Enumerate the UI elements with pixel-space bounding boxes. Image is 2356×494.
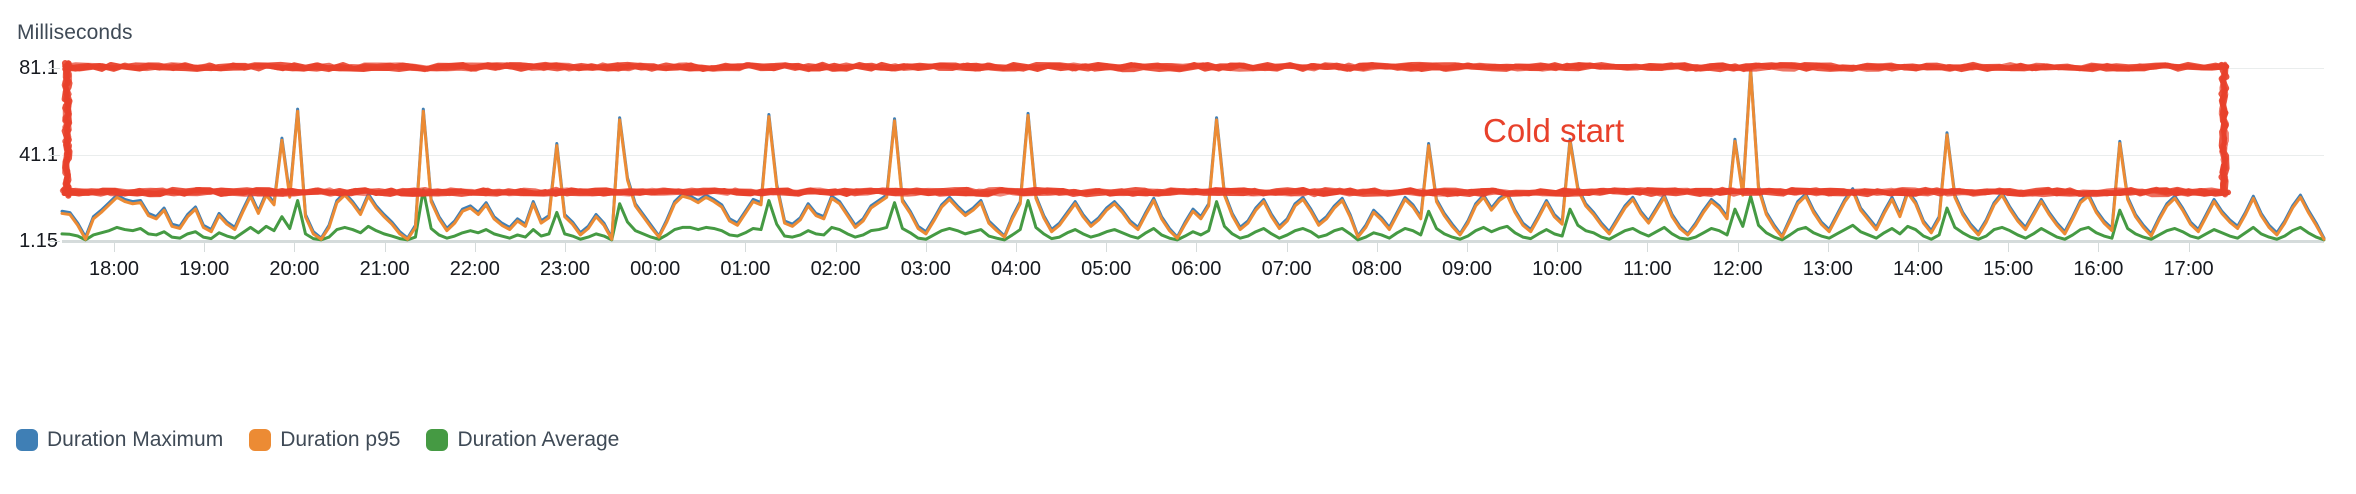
legend-item-label: Duration Maximum bbox=[47, 428, 224, 451]
y-axis-tick-label-1: 41.1 bbox=[19, 144, 58, 166]
x-axis-tick-mark bbox=[2188, 241, 2190, 252]
x-axis-tick-label: 08:00 bbox=[1351, 258, 1402, 280]
x-axis-tick-mark bbox=[2098, 241, 2100, 252]
x-axis-baseline bbox=[62, 240, 2324, 243]
x-axis-tick-mark bbox=[1016, 241, 1017, 252]
x-axis-tick-label: 21:00 bbox=[359, 258, 410, 280]
x-axis-tick-label: 00:00 bbox=[630, 258, 681, 280]
x-axis-tick-mark bbox=[1827, 241, 1829, 252]
y-axis-tick-mark-1 bbox=[49, 155, 60, 156]
x-axis-tick-label: 11:00 bbox=[1623, 258, 1672, 280]
x-axis-tick-mark bbox=[565, 241, 566, 252]
x-axis-tick-mark bbox=[745, 241, 747, 252]
x-axis-tick-label: 04:00 bbox=[990, 258, 1042, 280]
plot-area bbox=[49, 60, 2324, 243]
x-axis-tick-label: 10:00 bbox=[1532, 258, 1583, 280]
x-axis-tick-mark bbox=[1196, 241, 1198, 252]
x-axis-tick-label: 02:00 bbox=[810, 258, 861, 280]
x-axis-tick-label: 15:00 bbox=[1983, 258, 2034, 280]
series-line-duration-p95 bbox=[62, 70, 2324, 239]
legend-swatch-duration-maximum bbox=[16, 429, 38, 451]
x-axis-tick-label: 13:00 bbox=[1802, 258, 1853, 280]
x-axis-tick-mark bbox=[1557, 241, 1559, 252]
x-axis-tick-mark bbox=[1286, 241, 1288, 252]
x-axis-tick-label: 14:00 bbox=[1892, 258, 1944, 280]
x-axis-tick-label: 17:00 bbox=[2163, 258, 2214, 280]
x-axis-tick-mark bbox=[1647, 241, 1649, 252]
x-axis-tick-label: 09:00 bbox=[1441, 258, 1493, 280]
y-axis-tick-label-2: 1.15 bbox=[19, 230, 58, 252]
x-axis-tick-label: 23:00 bbox=[539, 258, 591, 280]
x-axis-tick-mark bbox=[384, 241, 386, 252]
x-axis-tick-mark bbox=[925, 241, 927, 252]
gridline-41 bbox=[62, 155, 2324, 156]
x-axis-tick-mark bbox=[294, 241, 296, 252]
x-axis-tick-label: 07:00 bbox=[1261, 258, 1312, 280]
x-axis-tick-mark bbox=[1106, 241, 1108, 252]
x-axis-tick-label: 12:00 bbox=[1712, 258, 1763, 280]
x-axis-tick-label: 16:00 bbox=[2073, 258, 2124, 280]
y-axis-tick-mark-2 bbox=[49, 241, 60, 242]
legend-item-label: Duration Average bbox=[457, 428, 620, 451]
x-axis-tick-label: 19:00 bbox=[179, 258, 230, 280]
x-axis-tick-mark bbox=[474, 241, 476, 252]
series-line-duration-average bbox=[62, 190, 2324, 240]
chart-legend: Duration Maximum Duration p95 Duration Ave… bbox=[16, 428, 619, 452]
x-axis-tick-mark bbox=[655, 241, 657, 252]
legend-swatch-duration-average bbox=[426, 429, 449, 451]
cold-start-annotation-label: Cold start bbox=[1483, 112, 1625, 149]
x-axis-tick-mark bbox=[204, 241, 206, 252]
x-axis-tick-mark bbox=[2008, 241, 2010, 252]
x-axis: 18:00 19:00 20:00 21:00 22:00 23:00 00:00 01:00… bbox=[62, 241, 2324, 291]
x-axis-tick-label: 20:00 bbox=[269, 258, 320, 280]
x-axis-tick-mark bbox=[1918, 241, 1919, 252]
x-axis-tick-label: 05:00 bbox=[1081, 258, 1132, 280]
x-axis-tick-label: 03:00 bbox=[900, 258, 951, 280]
x-axis-tick-mark bbox=[1467, 241, 1468, 252]
legend-item[interactable]: Duration p95 bbox=[249, 428, 400, 452]
legend-item[interactable]: Duration Average bbox=[426, 428, 619, 452]
x-axis-tick-label: 06:00 bbox=[1171, 258, 1222, 280]
x-axis-tick-mark bbox=[835, 241, 837, 252]
series-lines bbox=[62, 60, 2324, 241]
x-axis-tick-mark bbox=[1376, 241, 1378, 252]
y-axis-tick-mark-0 bbox=[49, 68, 60, 69]
legend-item-label: Duration p95 bbox=[280, 428, 401, 451]
legend-swatch-duration-p95 bbox=[249, 429, 272, 451]
y-axis-title: Milliseconds bbox=[17, 21, 133, 44]
x-axis-tick-label: 01:00 bbox=[720, 258, 771, 280]
x-axis-tick-mark bbox=[1737, 241, 1739, 252]
legend-item[interactable]: Duration Maximum bbox=[16, 428, 223, 452]
x-axis-tick-label: 18:00 bbox=[88, 258, 140, 280]
x-axis-tick-mark bbox=[114, 241, 115, 252]
y-axis-tick-label-0: 81.1 bbox=[19, 57, 58, 79]
x-axis-tick-label: 22:00 bbox=[449, 258, 500, 280]
